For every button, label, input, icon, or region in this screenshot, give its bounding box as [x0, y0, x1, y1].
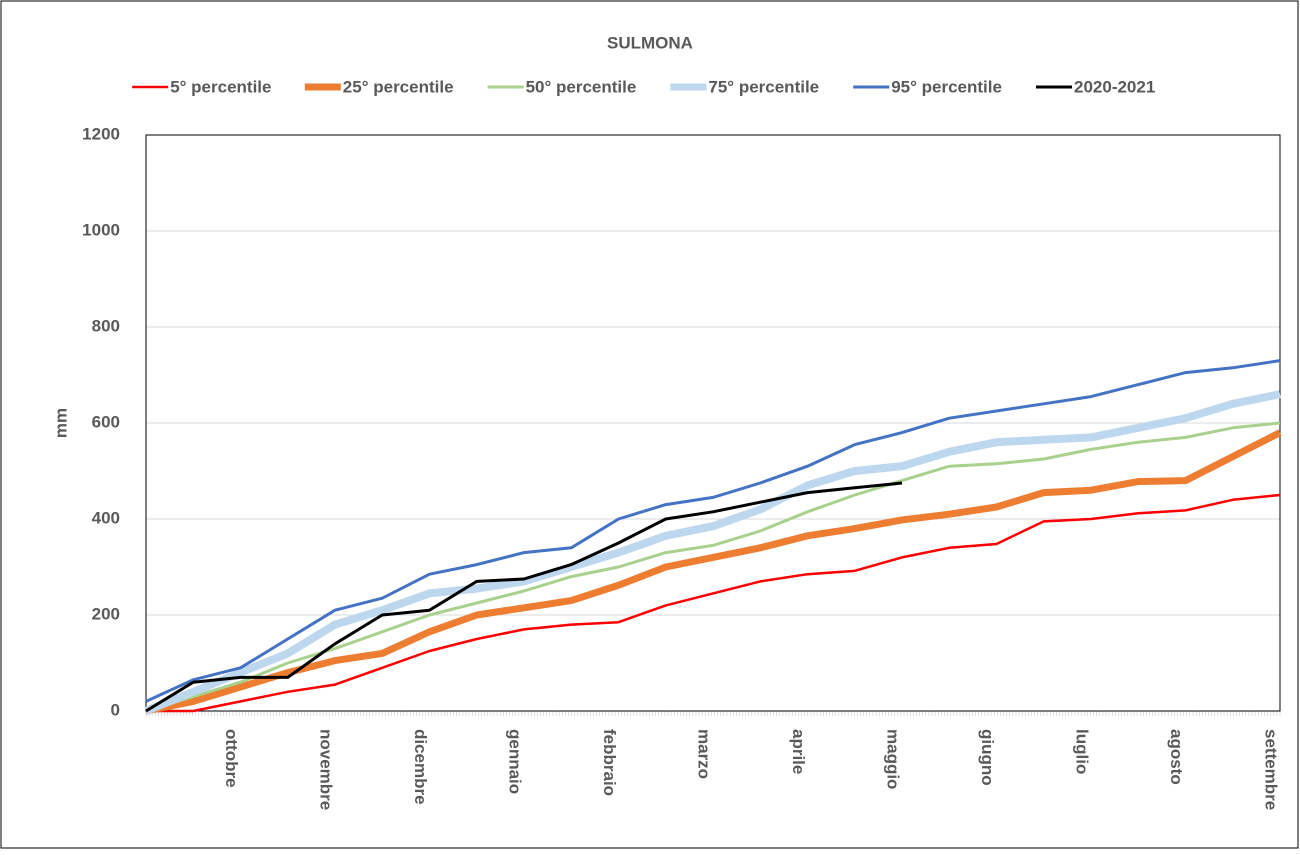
series-line — [146, 493, 1281, 713]
y-tick-label: 1000 — [82, 220, 120, 239]
x-tick-label: gennaio — [506, 729, 525, 794]
x-tick-label: dicembre — [411, 729, 430, 805]
legend-label: 50° percentile — [526, 77, 637, 96]
x-tick-label: ottobre — [222, 729, 241, 788]
series-line — [145, 421, 1281, 713]
y-tick-label: 0 — [111, 700, 120, 719]
series-line — [144, 390, 1281, 715]
y-tick-label: 200 — [92, 604, 120, 623]
y-tick-label: 1200 — [82, 124, 120, 143]
x-tick-label: marzo — [695, 729, 714, 779]
series-line — [145, 481, 903, 713]
x-tick-label: giugno — [978, 729, 997, 786]
x-tick-label: maggio — [884, 729, 903, 789]
x-tick-label: settembre — [1262, 729, 1281, 810]
x-tick-label: febbraio — [600, 729, 619, 796]
x-tick-label: luglio — [1073, 729, 1092, 774]
series-line — [145, 359, 1281, 703]
y-axis-label: mm — [51, 408, 70, 438]
chart-title: SULMONA — [607, 33, 693, 52]
y-tick-label: 400 — [92, 508, 120, 527]
y-tick-label: 600 — [92, 412, 120, 431]
x-tick-label: aprile — [789, 729, 808, 774]
y-tick-label: 800 — [92, 316, 120, 335]
x-tick-label: agosto — [1167, 729, 1186, 785]
legend-label: 2020-2021 — [1074, 77, 1155, 96]
legend-label: 5° percentile — [170, 77, 271, 96]
x-tick-label: novembre — [317, 729, 336, 810]
legend-label: 75° percentile — [708, 77, 819, 96]
legend-label: 25° percentile — [343, 77, 454, 96]
legend-label: 95° percentile — [891, 77, 1002, 96]
series-line — [145, 429, 1282, 715]
